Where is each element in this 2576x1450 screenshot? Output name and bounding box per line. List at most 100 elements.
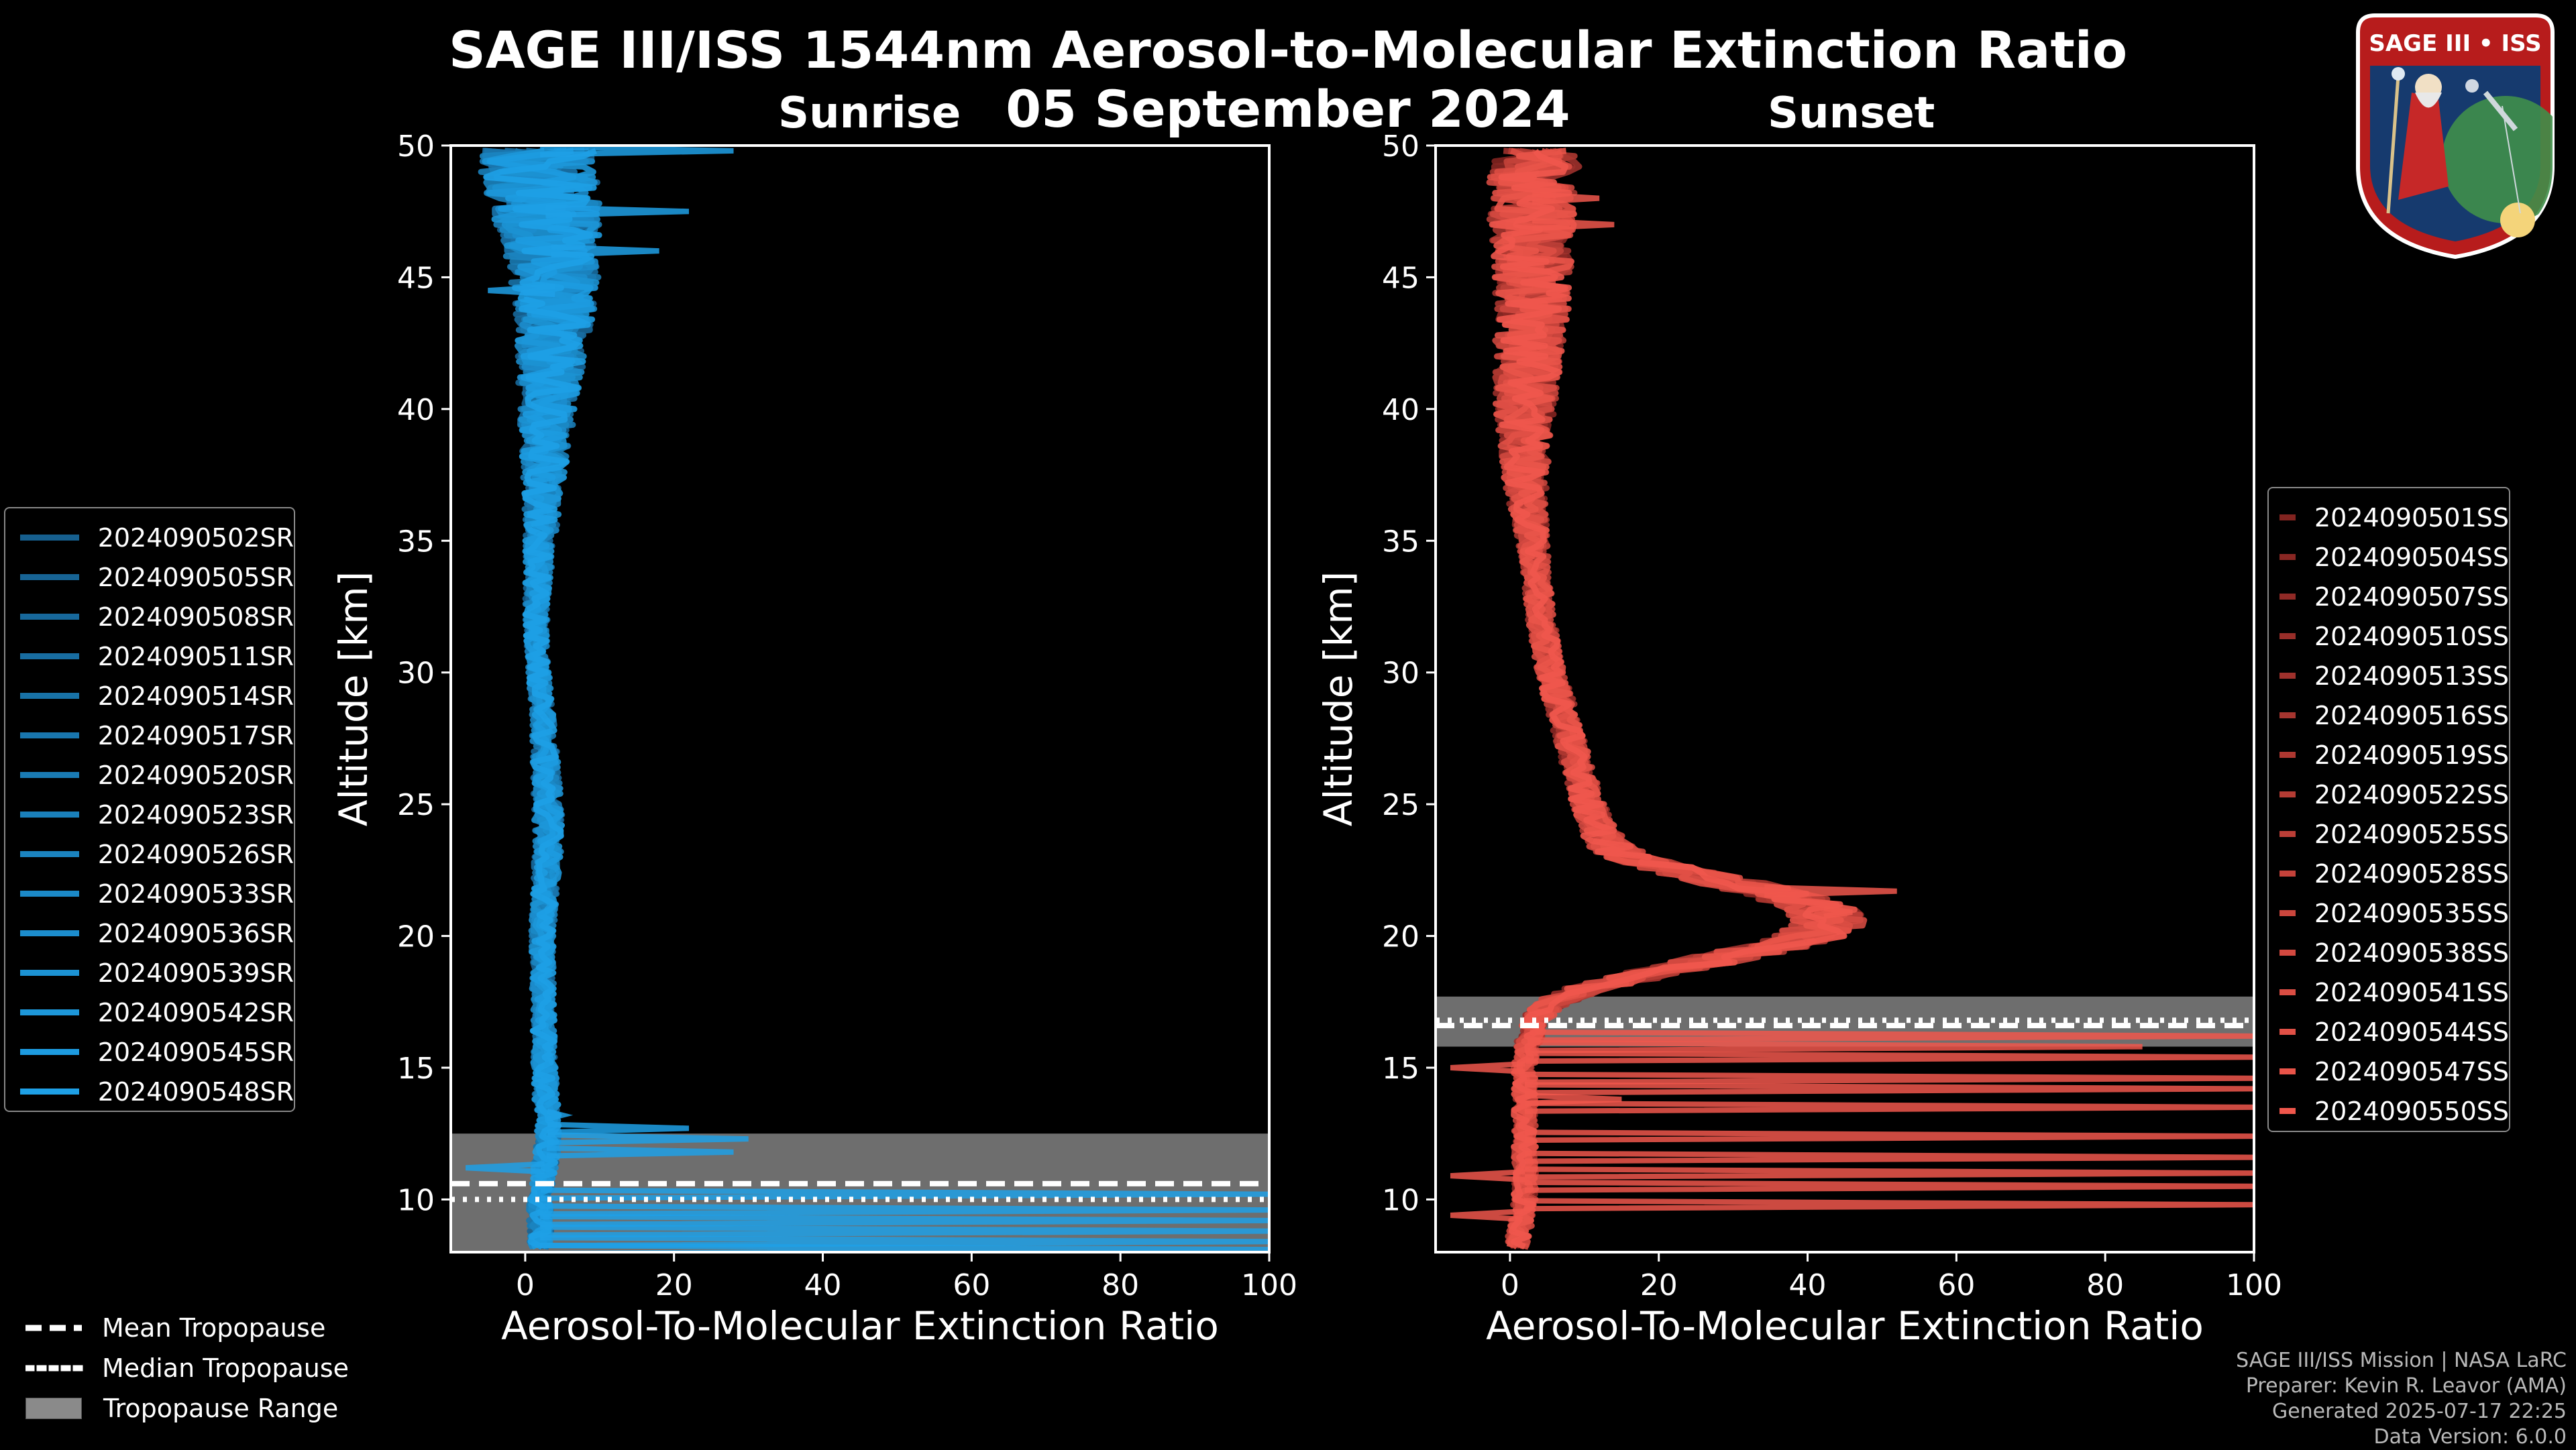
legend-swatch [2279,1029,2296,1035]
x-tick-label: 20 [655,1268,693,1302]
legend-entry: 2024090505SR [5,557,294,597]
legend-entry: 2024090536SR [5,913,294,953]
legend-swatch [2279,712,2296,718]
sunset-profile-2024090513SS [1492,148,1863,1249]
sunset-profile-2024090504SS [1491,148,1864,1249]
legend-label: 2024090520SR [97,760,294,790]
legend-entry: 2024090507SS [2269,577,2509,616]
x-tick-label: 80 [2086,1268,2124,1302]
sunset-profile-2024090528SS [1492,148,1864,1249]
sunrise-profile-spike [465,1161,545,1175]
y-tick-label: 30 [1382,657,1419,691]
sunset-legend: 2024090501SS 2024090504SS 2024090507SS 2024… [2267,487,2510,1132]
credits: SAGE III/ISS Mission | NASA LaRC Prepare… [2236,1348,2567,1450]
x-tick-label: 60 [1937,1268,1975,1302]
legend-entry: 2024090501SS [2269,498,2509,537]
sunrise-profile-spike [488,284,555,297]
legend-swatch [20,1009,79,1015]
legend-swatch [2279,633,2296,639]
legend-entry: 2024090547SS [2269,1052,2509,1091]
legend-label: 2024090517SR [97,720,294,750]
legend-swatch [20,930,79,936]
sunset-profile-2024090535SS [1490,149,1851,1248]
sunrise-profile-2024090526SR [479,148,600,1250]
sunset-tropopause-range [1436,996,2254,1047]
legend-entry: 2024090528SS [2269,854,2509,893]
legend-entry: 2024090504SS [2269,537,2509,577]
y-tick-label: 40 [1382,393,1419,427]
range-swatch [25,1398,82,1419]
y-tick-label: 35 [1382,524,1419,559]
sunrise-plot-area [451,146,1269,1252]
main-title: SAGE III/ISS 1544nm Aerosol-to-Molecular… [448,20,2128,80]
legend-entry: 2024090516SS [2269,695,2509,735]
sunrise-x-axis-label: Aerosol-To-Molecular Extinction Ratio [501,1303,1219,1349]
sunrise-profile-2024090548SR [483,148,598,1250]
legend-swatch [2279,1068,2296,1074]
legend-label: 2024090541SS [2314,977,2509,1007]
sunset-profile-2024090516SS [1489,149,1846,1249]
legend-entry: 2024090513SS [2269,656,2509,695]
sunrise-profile-spike [540,1203,1269,1217]
legend-swatch [2279,950,2296,956]
legend-swatch [20,693,79,699]
sunrise-legend: 2024090502SR 2024090505SR 2024090508SR 2024… [4,507,295,1112]
legend-entry: 2024090548SR [5,1072,294,1111]
legend-swatch [20,614,79,620]
sunset-profile-spike [1523,1198,2254,1212]
y-tick-label: 15 [1382,1052,1419,1086]
legend-entry: 2024090533SR [5,874,294,913]
legend-label: 2024090545SR [97,1037,294,1067]
legend-label: 2024090522SS [2314,779,2509,810]
legend-label: 2024090519SS [2314,740,2509,770]
sunrise-profile-2024090539SR [488,148,600,1249]
legend-swatch [20,772,79,778]
legend-swatch [2279,871,2296,877]
y-tick-label: 35 [397,524,435,559]
legend-label: 2024090514SR [97,681,294,711]
sunset-y-axis-label: Altitude [km] [1316,571,1361,826]
legend-label: 2024090525SS [2314,819,2509,849]
legend-label: 2024090510SS [2314,621,2509,651]
sunset-profile-spike [1525,1071,2254,1085]
dotted-line-swatch [25,1365,85,1372]
legend-label: 2024090550SS [2314,1096,2509,1126]
sunrise-profile-2024090514SR [488,148,597,1249]
legend-label: 2024090511SR [97,641,294,671]
mean-tropopause-entry: Mean Tropopause [25,1309,325,1347]
sunset-profile-2024090525SS [1491,148,1864,1248]
sunrise-profile-2024090520SR [509,148,602,1249]
y-tick-label: 10 [1382,1183,1419,1217]
x-tick-label: 60 [953,1268,990,1302]
credits-mission: SAGE III/ISS Mission | NASA LaRC [2236,1349,2567,1372]
legend-entry: 2024090520SR [5,755,294,795]
sunrise-profile-spike [540,146,734,158]
sunset-profile-spike [1525,1179,2254,1193]
tropopause-range-entry: Tropopause Range [25,1390,338,1427]
legend-swatch [2279,673,2296,679]
sunset-profile-2024090522SS [1486,148,1849,1249]
sunrise-tropopause-range [451,1133,1269,1252]
x-tick-label: 0 [1501,1268,1519,1302]
sunrise-profile-2024090517SR [479,148,594,1250]
tropopause-range-label: Tropopause Range [103,1394,339,1423]
legend-swatch [20,891,79,897]
legend-entry: 2024090523SR [5,795,294,834]
sunrise-profile-2024090523SR [478,148,598,1250]
sunset-profile-spike [1529,1029,2254,1043]
legend-label: 2024090542SR [97,997,294,1027]
legend-label: 2024090544SS [2314,1017,2509,1047]
legend-label: 2024090505SR [97,562,294,592]
y-tick-label: 15 [397,1052,435,1086]
sunrise-profile-spike [546,1145,734,1159]
legend-label: 2024090548SR [97,1076,294,1107]
legend-entry: 2024090522SS [2269,775,2509,814]
sunrise-profile-spike [540,1243,1269,1252]
sunset-profile-2024090538SS [1486,148,1868,1247]
legend-label: 2024090508SR [97,602,294,632]
dashed-line-swatch [25,1325,82,1331]
legend-entry: 2024090502SR [5,518,294,557]
sunset-axes-frame [1434,144,2255,1253]
sunset-profile-2024090507SS [1491,148,1859,1249]
